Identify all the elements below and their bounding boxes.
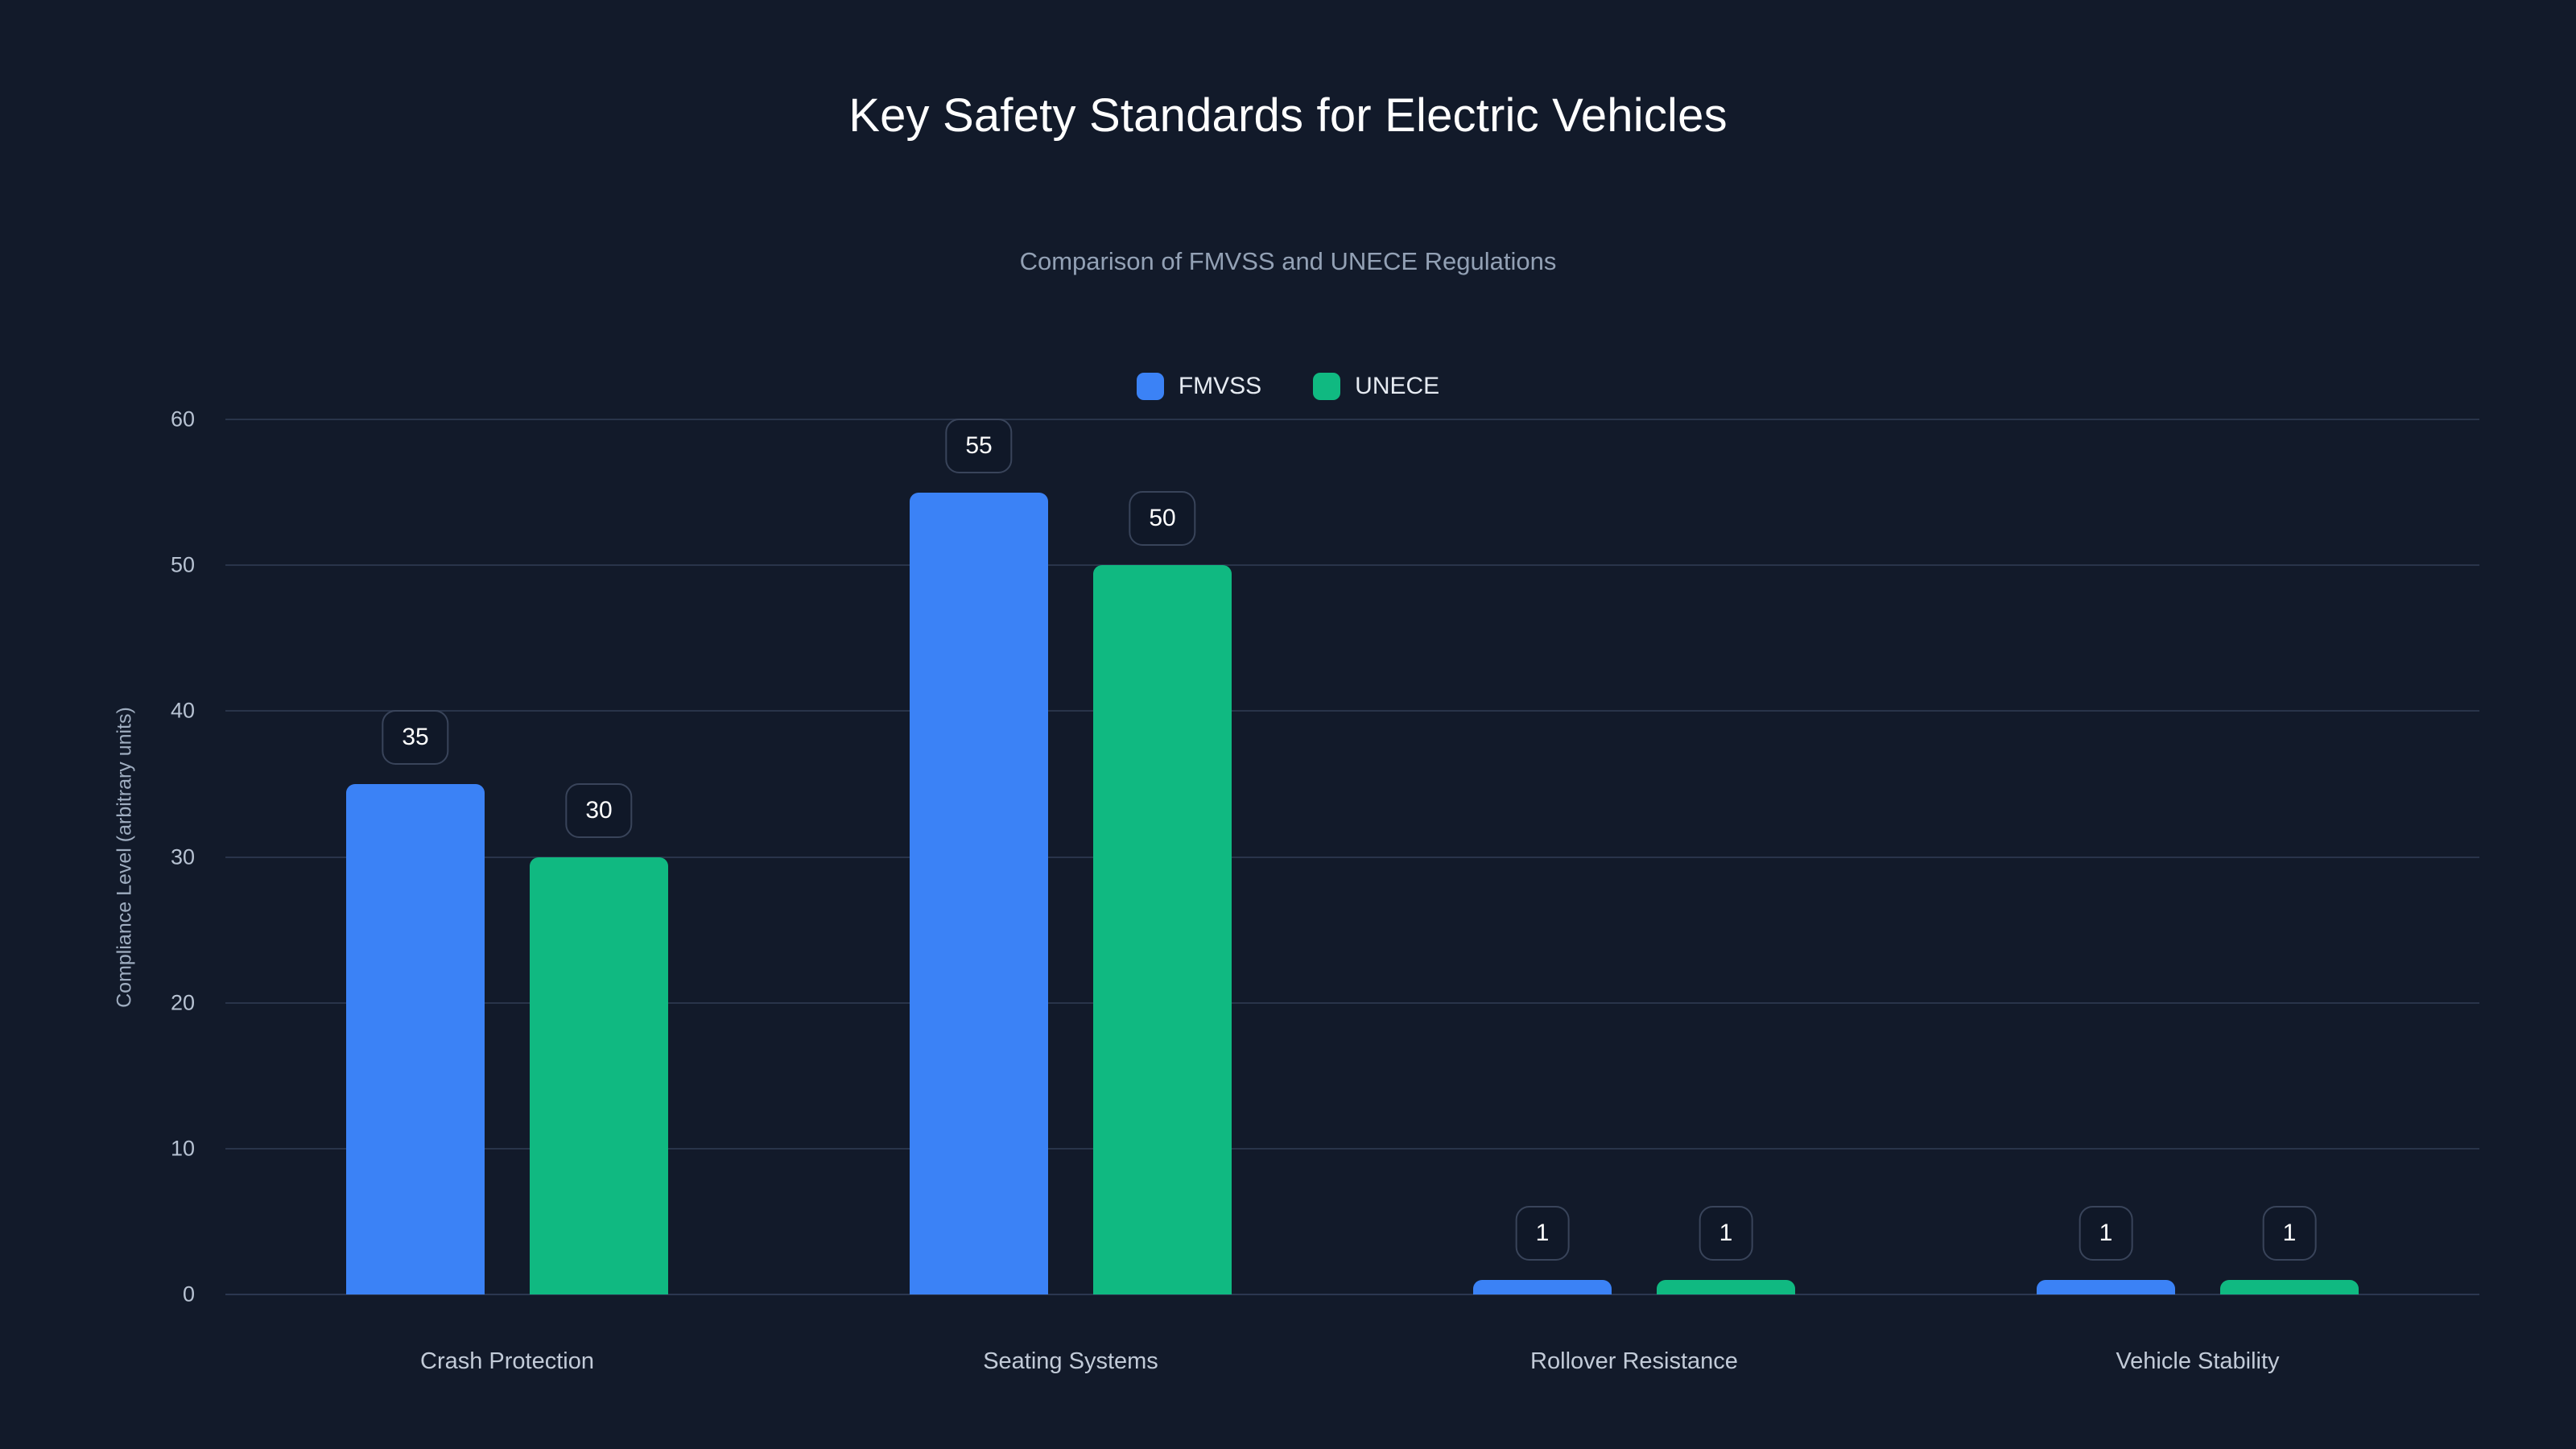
bar-unece-0[interactable] (530, 857, 668, 1294)
gridline (225, 419, 2479, 420)
gridline (225, 1001, 2479, 1004)
value-label: 1 (1699, 1205, 1753, 1261)
x-axis-tick-label: Vehicle Stability (2116, 1348, 2280, 1374)
x-axis-tick-label: Seating Systems (983, 1348, 1158, 1374)
y-axis-title: Compliance Level (arbitrary units) (113, 706, 136, 1008)
legend-label-fmvss: FMVSS (1178, 373, 1262, 399)
y-axis-tick-label: 40 (170, 698, 195, 723)
value-label: 1 (2079, 1205, 2133, 1261)
legend-item-unece[interactable]: UNECE (1313, 373, 1439, 400)
plot-area: 35 30 55 50 1 1 1 1 (225, 418, 2479, 1295)
bar-unece-1[interactable] (1093, 565, 1232, 1294)
gridline (225, 856, 2479, 858)
value-label: 1 (2262, 1205, 2317, 1261)
y-axis-tick-label: 50 (170, 552, 195, 577)
value-label: 35 (382, 709, 449, 765)
x-axis-tick-label: Rollover Resistance (1530, 1348, 1738, 1374)
chart-legend: FMVSS UNECE (0, 373, 2576, 400)
chart-title: Key Safety Standards for Electric Vehicl… (848, 89, 1728, 142)
value-label: 55 (945, 418, 1013, 473)
bar-unece-2[interactable] (1657, 1279, 1795, 1294)
bar-fmvss-0[interactable] (346, 783, 485, 1294)
value-label: 50 (1129, 491, 1196, 547)
gridline (225, 710, 2479, 712)
legend-item-fmvss[interactable]: FMVSS (1136, 373, 1262, 400)
chart-subtitle: Comparison of FMVSS and UNECE Regulation… (1019, 247, 1557, 275)
bar-fmvss-3[interactable] (2037, 1279, 2175, 1294)
gridline (225, 1147, 2479, 1150)
legend-swatch-fmvss-icon (1136, 373, 1164, 400)
y-axis-tick-label: 20 (170, 990, 195, 1015)
legend-label-unece: UNECE (1355, 373, 1440, 399)
gridline (225, 564, 2479, 567)
legend-swatch-unece-icon (1313, 373, 1341, 400)
bar-unece-3[interactable] (2220, 1279, 2359, 1294)
y-axis-tick-label: 0 (182, 1282, 195, 1307)
y-axis-tick-label: 10 (170, 1136, 195, 1161)
bar-fmvss-2[interactable] (1473, 1279, 1612, 1294)
value-label: 1 (1515, 1205, 1570, 1261)
value-label: 30 (565, 782, 633, 838)
gridline (225, 1294, 2479, 1295)
y-axis-tick-label: 30 (170, 844, 195, 869)
x-axis-tick-label: Crash Protection (420, 1348, 594, 1374)
y-axis-tick-label: 60 (170, 407, 195, 431)
bar-fmvss-1[interactable] (910, 492, 1048, 1294)
